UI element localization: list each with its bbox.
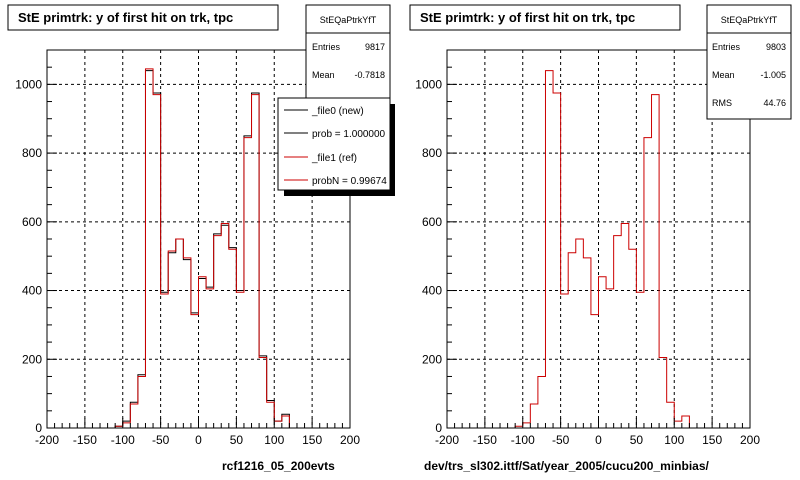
- right-stats-rms-label: RMS: [712, 98, 732, 108]
- left-stats-entries-label: Entries: [312, 42, 341, 52]
- right-title-box: [409, 4, 681, 31]
- left-xtick-label-1: -150: [73, 433, 97, 447]
- right-stats-mean: -1.005: [760, 70, 786, 80]
- left-xtick-label-7: 150: [302, 433, 322, 447]
- right-stats-name: StEQaPtrkYfT: [721, 15, 778, 25]
- legend: _file0 (new) prob = 1.000000 _file1 (ref…: [277, 97, 395, 196]
- left-ytick-label-2: 400: [22, 284, 42, 298]
- left-xtick-label-5: 50: [230, 433, 244, 447]
- left-xtick-label-3: -50: [152, 433, 170, 447]
- left-ytick-label-3: 600: [22, 215, 42, 229]
- left-xtick-label-8: 200: [340, 433, 360, 447]
- right-xtick-label-0: -200: [435, 433, 459, 447]
- right-stats-rms: 44.76: [763, 98, 786, 108]
- right-xtick-label-4: 0: [595, 433, 602, 447]
- right-panel: StE primtrk: y of first hit on trk, tpc …: [409, 4, 792, 473]
- legend-entry-0: _file0 (new): [311, 106, 364, 117]
- left-panel: StE primtrk: y of first hit on trk, tpc …: [7, 4, 395, 473]
- legend-entry-3: probN = 0.99674: [312, 176, 387, 187]
- left-stats-mean: -0.7818: [354, 70, 385, 80]
- legend-entry-1: prob = 1.000000: [312, 129, 386, 140]
- left-ytick-label-5: 1000: [15, 77, 42, 91]
- right-ytick-label-0: 0: [435, 421, 442, 435]
- left-title-box: [7, 4, 279, 31]
- right-xtick-label-1: -150: [473, 433, 497, 447]
- right-stats-mean-label: Mean: [712, 70, 735, 80]
- right-stats-box: StEQaPtrkYfT Entries 9803 Mean -1.005 RM…: [706, 4, 792, 120]
- legend-entry-2: _file1 (ref): [311, 153, 357, 164]
- right-xtick-label-6: 100: [664, 433, 684, 447]
- left-stats-mean-label: Mean: [312, 70, 335, 80]
- right-stats-entries: 9803: [766, 42, 786, 52]
- right-title: StE primtrk: y of first hit on trk, tpc: [420, 10, 635, 25]
- left-stats-box: StEQaPtrkYfT Entries 9817 Mean -0.7818: [305, 4, 391, 101]
- left-xtick-label-0: -200: [35, 433, 59, 447]
- left-ytick-label-1: 200: [22, 352, 42, 366]
- left-title: StE primtrk: y of first hit on trk, tpc: [18, 10, 233, 25]
- right-xtick-label-7: 150: [702, 433, 722, 447]
- left-stats-entries: 9817: [365, 42, 385, 52]
- left-footer-label: rcf1216_05_200evts: [222, 459, 335, 473]
- left-ytick-label-4: 800: [22, 146, 42, 160]
- left-xtick-label-2: -100: [111, 433, 135, 447]
- right-footer-label: dev/trs_sl302.ittf/Sat/year_2005/cucu200…: [424, 459, 709, 473]
- right-xtick-label-3: -50: [552, 433, 570, 447]
- left-series-1: [47, 68, 350, 429]
- left-ytick-label-0: 0: [35, 421, 42, 435]
- right-ytick-label-5: 1000: [415, 77, 442, 91]
- right-plot-area: -200 -150 -100 -50 0 50 100 150 200 0 200 400 600 800…: [415, 49, 760, 447]
- right-xtick-label-2: -100: [511, 433, 535, 447]
- right-series-0: [447, 70, 750, 429]
- right-ytick-label-3: 600: [422, 215, 442, 229]
- right-stats-entries-label: Entries: [712, 42, 741, 52]
- right-ytick-label-4: 800: [422, 146, 442, 160]
- left-xtick-label-4: 0: [195, 433, 202, 447]
- right-xtick-label-5: 50: [630, 433, 644, 447]
- right-xtick-label-8: 200: [740, 433, 760, 447]
- right-ytick-label-2: 400: [422, 284, 442, 298]
- left-stats-name: StEQaPtrkYfT: [320, 15, 377, 25]
- right-ytick-label-1: 200: [422, 352, 442, 366]
- left-xtick-label-6: 100: [264, 433, 284, 447]
